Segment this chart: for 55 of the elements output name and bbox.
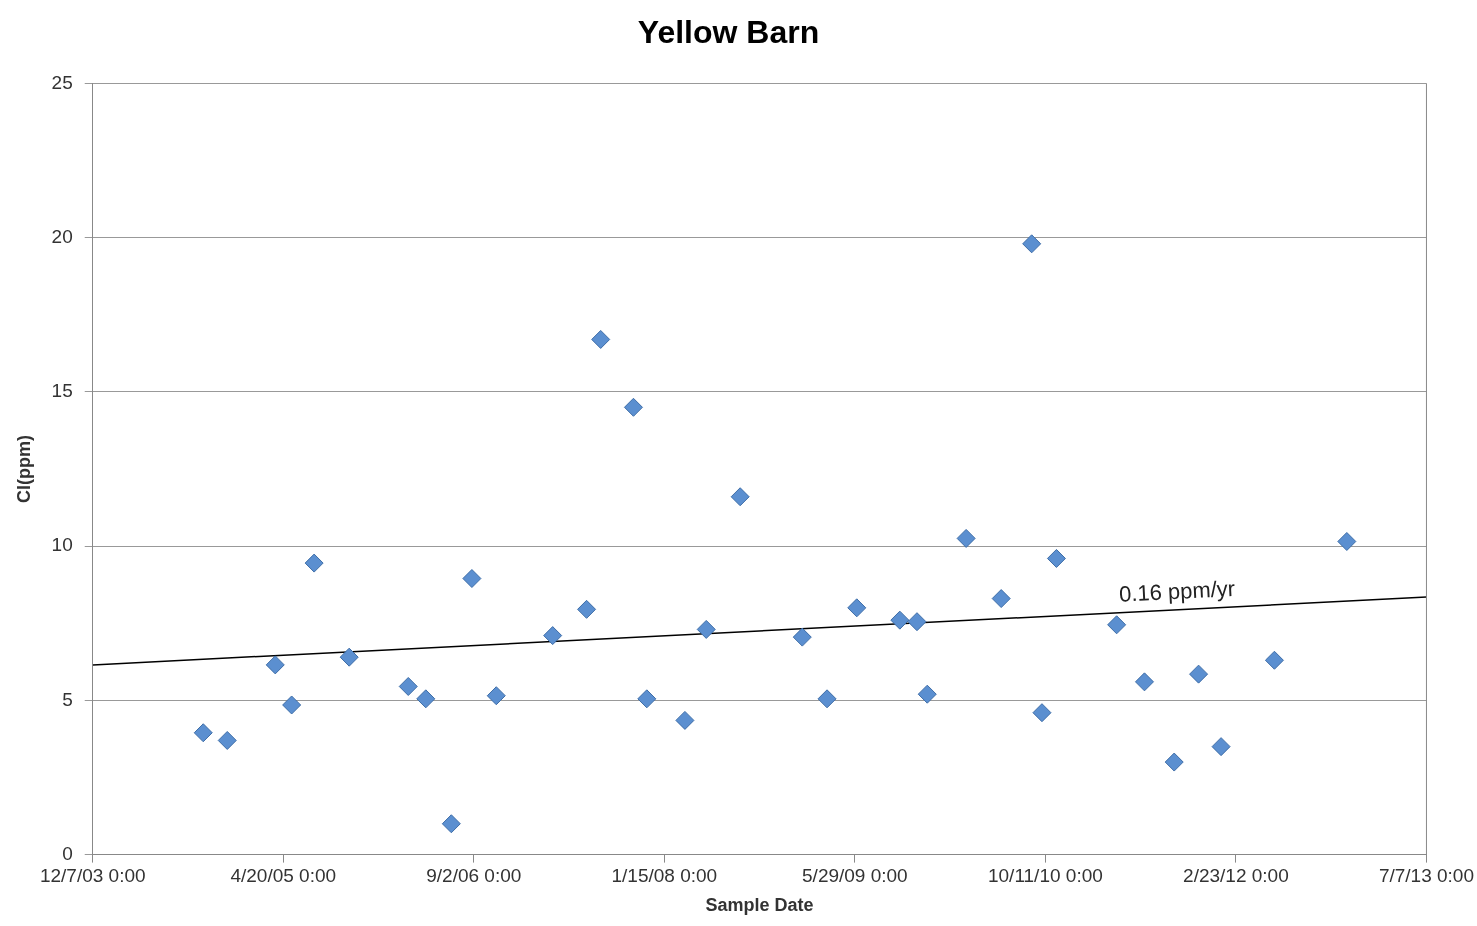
point [917, 684, 937, 704]
point [1189, 664, 1209, 684]
point [398, 676, 418, 696]
point [1022, 234, 1042, 254]
point [792, 627, 812, 647]
point [623, 397, 643, 417]
point [696, 619, 716, 639]
point [1211, 737, 1231, 757]
point [1046, 548, 1066, 568]
x-tick-label: 9/2/06 0:00 [426, 865, 522, 887]
y-tick-label: 10 [51, 534, 73, 556]
y-tick-label: 5 [62, 688, 73, 710]
point [956, 528, 976, 548]
point [817, 689, 837, 709]
point [675, 710, 695, 730]
y-tick-label: 15 [51, 380, 73, 402]
x-axis-title: Sample Date [705, 895, 814, 916]
point [304, 553, 324, 573]
point [907, 612, 927, 632]
point [339, 647, 359, 667]
chart-title: Yellow Barn [637, 14, 820, 51]
point [847, 598, 867, 618]
x-tick-label: 5/29/09 0:00 [802, 865, 908, 887]
point [577, 599, 597, 619]
annotation: 0.16 ppm/yr [1118, 575, 1236, 607]
point [1032, 703, 1052, 723]
x-tick-label: 4/20/05 0:00 [230, 865, 337, 887]
point [462, 569, 482, 589]
point [486, 686, 506, 706]
point [890, 610, 910, 630]
x-tick-label: 1/15/08 0:00 [611, 865, 718, 887]
point [637, 689, 657, 709]
point [591, 329, 611, 349]
point [543, 626, 563, 646]
y-axis-title: Cl(ppm) [13, 435, 34, 503]
point [441, 814, 461, 834]
point [217, 730, 237, 750]
x-tick-label: 7/7/13 0:00 [1378, 865, 1475, 887]
y-tick-label: 0 [62, 842, 73, 864]
point [265, 655, 285, 675]
point [730, 487, 750, 507]
point [1107, 615, 1127, 635]
x-tick-label: 10/11/10 0:00 [987, 865, 1103, 887]
x-tick-label: 2/23/12 0:00 [1183, 865, 1289, 887]
point [1337, 531, 1357, 551]
point [1164, 752, 1184, 772]
point [416, 689, 436, 709]
x-tick-label: 12/7/03 0:00 [39, 865, 146, 887]
point [282, 695, 302, 715]
point [193, 723, 213, 743]
y-tick-label: 20 [51, 225, 73, 247]
y-tick-label: 25 [51, 71, 73, 93]
point [1134, 672, 1154, 692]
point [991, 589, 1011, 609]
point [1264, 650, 1284, 670]
